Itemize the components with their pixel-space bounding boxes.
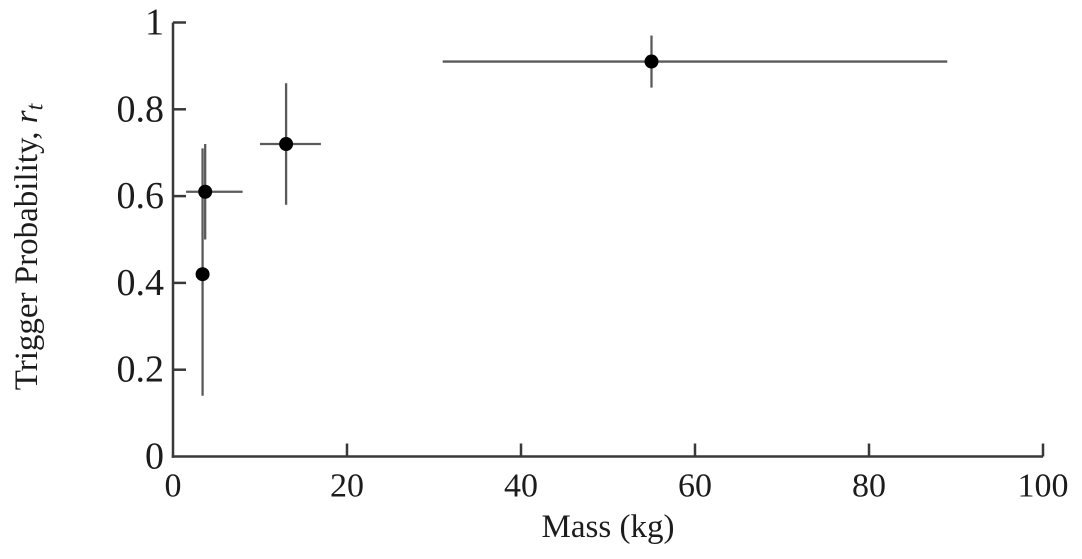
x-tick-label: 100 xyxy=(1018,468,1069,505)
y-axis-label-text: Trigger Probability, xyxy=(8,123,45,391)
y-axis-label: Trigger Probability, rt xyxy=(8,104,50,391)
y-tick-label: 0.2 xyxy=(117,349,165,391)
x-axis-label: Mass (kg) xyxy=(541,509,675,545)
y-axis-label-subscript: t xyxy=(22,103,49,111)
y-tick-label: 1 xyxy=(145,2,164,44)
data-point xyxy=(195,267,210,282)
x-tick-label: 0 xyxy=(165,468,182,505)
x-tick-label: 60 xyxy=(678,468,712,505)
data-point xyxy=(279,137,294,152)
x-tick-label: 20 xyxy=(330,468,364,505)
x-tick-label: 40 xyxy=(504,468,538,505)
y-tick-label: 0.8 xyxy=(117,88,165,130)
y-axis-label-variable: r xyxy=(8,110,45,124)
y-tick-label: 0.4 xyxy=(117,262,165,304)
data-point xyxy=(644,54,659,69)
data-point xyxy=(198,184,213,199)
x-tick-label: 80 xyxy=(852,468,886,505)
y-tick-label: 0 xyxy=(145,436,164,478)
y-tick-label: 0.6 xyxy=(117,175,165,217)
